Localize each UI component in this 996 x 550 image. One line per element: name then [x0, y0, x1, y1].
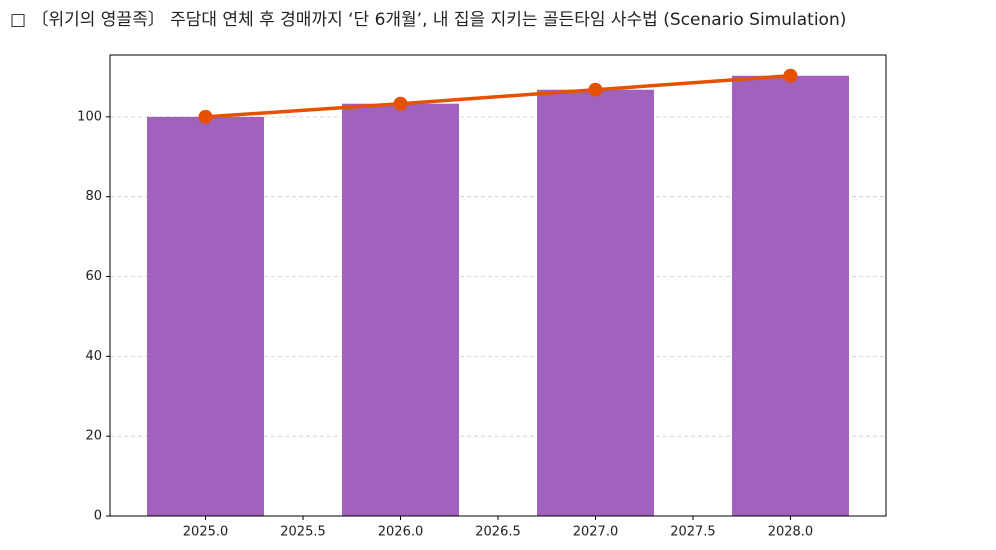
x-tick-label: 2025.0	[183, 525, 229, 540]
marker	[393, 96, 408, 111]
chart-title: □ 〔위기의 영끌족〕 주담대 연체 후 경매까지 ‘단 6개월’, 내 집을 …	[10, 10, 846, 30]
plot-frame	[109, 54, 887, 517]
y-tick-label: 20	[85, 429, 102, 444]
y-tick-label: 60	[85, 269, 102, 284]
bar	[731, 75, 849, 517]
bar	[342, 103, 460, 517]
bar	[147, 116, 265, 517]
x-tick-label: 2026.5	[475, 525, 521, 540]
marker	[783, 68, 798, 83]
y-tick-label: 100	[77, 109, 102, 124]
marker	[198, 109, 213, 124]
x-tick-label: 2027.0	[573, 525, 619, 540]
y-tick-label: 40	[85, 349, 102, 364]
x-tick-label: 2025.5	[280, 525, 326, 540]
line	[205, 74, 791, 119]
bar	[536, 89, 654, 517]
x-tick-label: 2028.0	[768, 525, 814, 540]
y-tick-label: 80	[85, 189, 102, 204]
x-tick-label: 2026.0	[378, 525, 424, 540]
y-tick-label: 0	[94, 509, 102, 524]
marker	[588, 82, 603, 97]
x-tick-label: 2027.5	[670, 525, 716, 540]
